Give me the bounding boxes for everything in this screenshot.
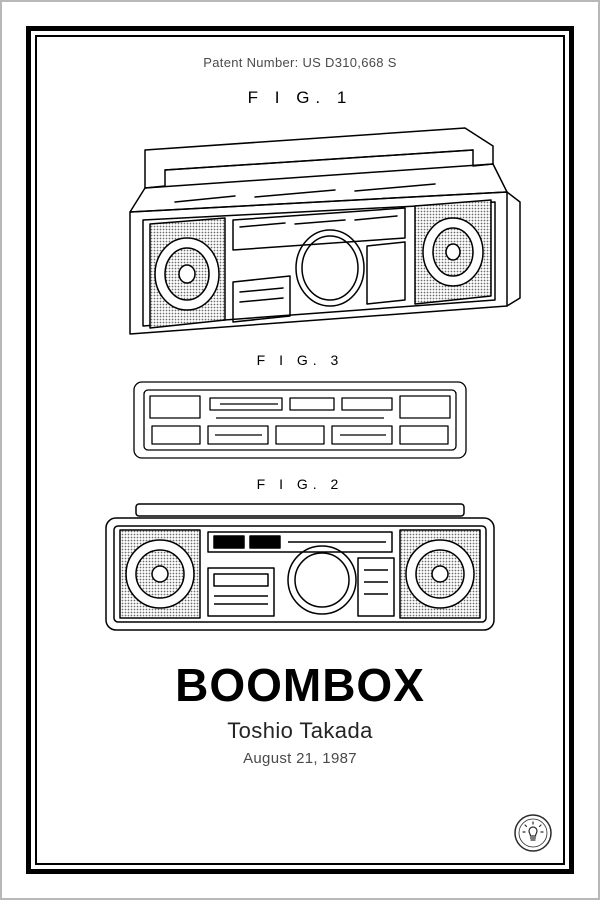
figure-2: F I G. 2 <box>61 476 539 636</box>
poster-frame: Patent Number: US D310,668 S F I G. 1 <box>2 2 598 898</box>
boombox-perspective-drawing <box>75 120 525 342</box>
patent-number: Patent Number: US D310,668 S <box>203 55 396 70</box>
figure-2-label: F I G. 2 <box>257 476 344 492</box>
figure-1: F I G. 1 <box>61 88 539 342</box>
figure-3-label: F I G. 3 <box>257 352 344 368</box>
double-border-outer: Patent Number: US D310,668 S F I G. 1 <box>26 26 574 874</box>
boombox-top-drawing <box>130 376 470 464</box>
figure-3: F I G. 3 <box>61 352 539 464</box>
product-title: BOOMBOX <box>175 658 425 712</box>
patent-date: August 21, 1987 <box>243 750 357 767</box>
figure-1-label: F I G. 1 <box>248 88 353 108</box>
double-border-inner: Patent Number: US D310,668 S F I G. 1 <box>35 35 565 865</box>
inventor-name: Toshio Takada <box>227 718 372 744</box>
boombox-front-drawing <box>100 500 500 636</box>
lightbulb-icon <box>513 813 553 853</box>
maker-seal <box>513 813 553 853</box>
